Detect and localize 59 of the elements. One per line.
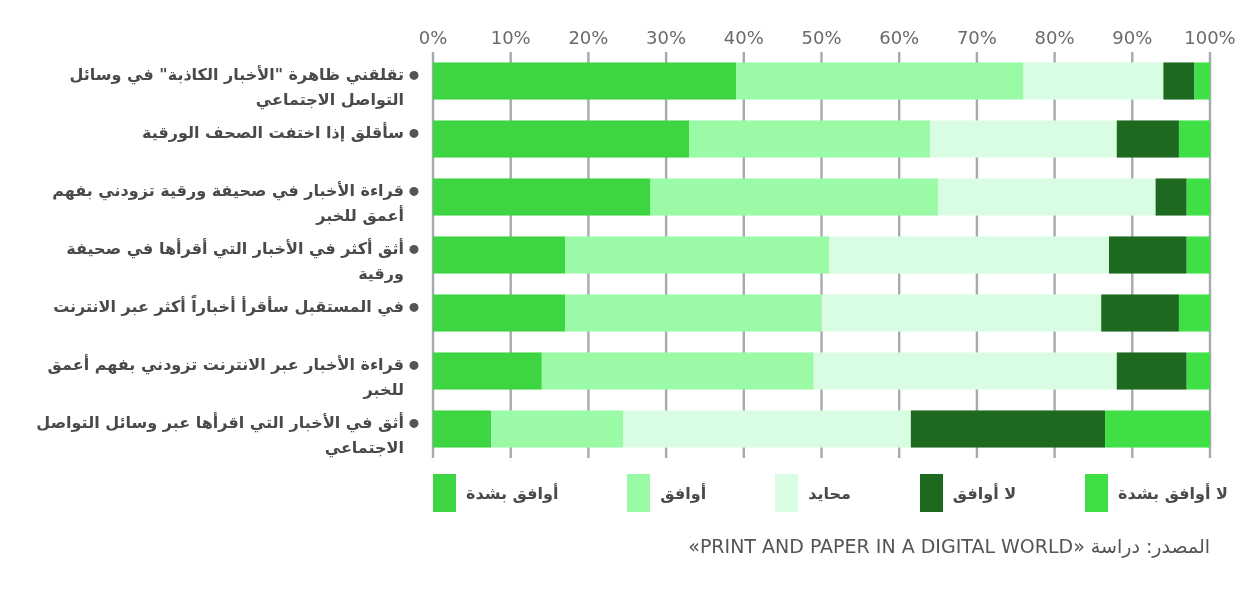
legend-label: لا أوافق بشدة: [1118, 483, 1228, 503]
legend-label: لا أوافق: [952, 483, 1017, 503]
bar: [1186, 352, 1210, 390]
bar: [433, 178, 651, 216]
y-tick-label: قراءة الأخبار في صحيفة ورقية تزودني بفهم أعمق للخبر: [51, 180, 404, 228]
x-tick-label: 30%: [646, 27, 687, 48]
y-tick-label: قراءة الأخبار عبر الانترنت تزودني بفهم أعمق للخبر: [46, 353, 404, 402]
x-tick-label: 60%: [879, 27, 920, 48]
y-tick-label: في المستقبل سأقرأ أخباراً أكثر عبر الانترنت: [52, 294, 404, 319]
bar: [821, 294, 1102, 332]
bar: [565, 294, 822, 332]
bar: [1178, 120, 1210, 158]
bar: [910, 410, 1106, 448]
bar: [1155, 178, 1187, 216]
bar: [433, 294, 566, 332]
legend-label: أوافق بشدة: [466, 483, 559, 503]
bar: [1108, 236, 1187, 274]
bar: [650, 178, 939, 216]
x-tick-label: 0%: [418, 27, 448, 48]
x-tick-label: 10%: [490, 27, 531, 48]
bar: [565, 236, 830, 274]
bar: [1116, 120, 1179, 158]
bar: [541, 352, 814, 390]
legend-label: محايد: [808, 483, 851, 503]
legend-label: أوافق: [660, 483, 707, 503]
bar: [623, 410, 911, 448]
bar: [829, 236, 1109, 274]
y-tick-label: سأقلق إذا اختفت الصحف الورقية: [141, 121, 404, 145]
bar: [1194, 62, 1210, 100]
bar: [433, 236, 566, 274]
bar: [930, 120, 1117, 158]
bar: [938, 178, 1156, 216]
bar: [1163, 62, 1195, 100]
bar: [1023, 62, 1164, 100]
bar: [689, 120, 931, 158]
bar: [1116, 352, 1187, 390]
y-tick-label: أثق أكثر في الأخبار التي أقرأها في صحيفة ورقية: [65, 237, 404, 286]
x-tick-label: 40%: [723, 27, 764, 48]
x-tick-label: 70%: [956, 27, 997, 48]
y-tick-label: أثق في الأخبار التي اقرأها عبر وسائل التواصل الاجتماعي: [35, 411, 404, 460]
bar: [433, 62, 737, 100]
bar: [1186, 236, 1210, 274]
x-tick-label: 20%: [568, 27, 609, 48]
bar: [1105, 410, 1210, 448]
bar: [813, 352, 1117, 390]
bar: [736, 62, 1024, 100]
bar: [433, 120, 690, 158]
bar: [433, 352, 542, 390]
bar: [1186, 178, 1210, 216]
text: المصدر: دراسة «PRINT AND PAPER IN A DIGITAL WORLD»: [688, 535, 1210, 557]
bar: [491, 410, 624, 448]
x-tick-label: 100%: [1184, 27, 1236, 48]
x-tick-label: 90%: [1112, 27, 1153, 48]
bar: [1101, 294, 1179, 332]
y-tick-label: تقلقني ظاهرة "الأخبار الكاذبة" في وسائل التواصل الاجتماعي: [68, 64, 404, 112]
bar: [1178, 294, 1210, 332]
x-tick-label: 80%: [1034, 27, 1075, 48]
x-tick-label: 50%: [801, 27, 842, 48]
bar: [433, 410, 492, 448]
